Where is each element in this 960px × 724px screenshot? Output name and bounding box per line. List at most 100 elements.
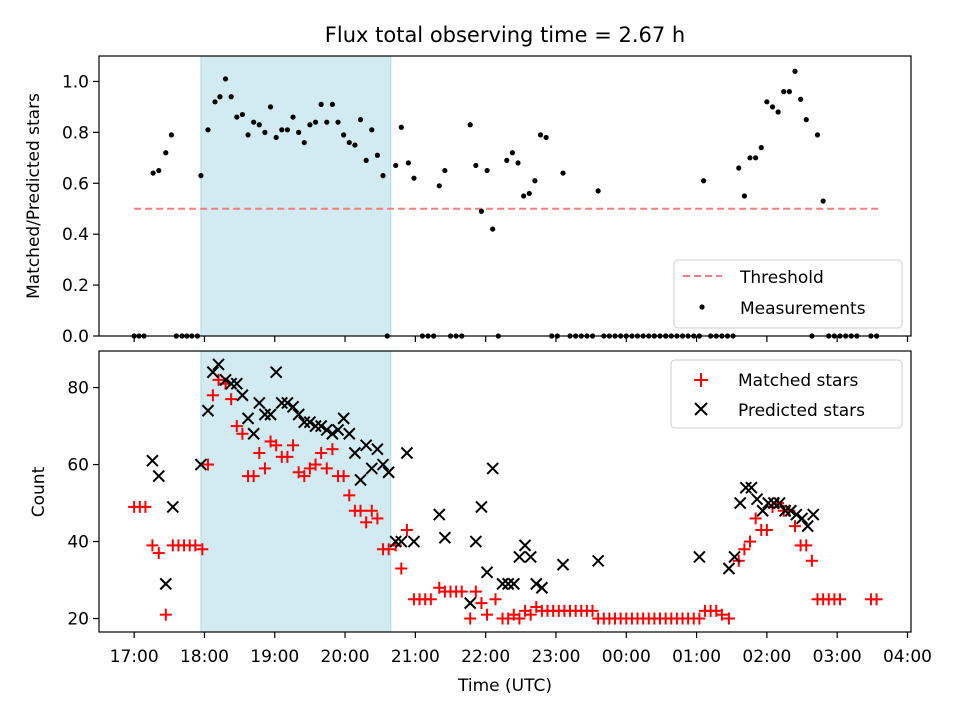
observing-span-highlight (200, 350, 392, 633)
measurement-point (820, 198, 826, 204)
predicted-star-point (524, 550, 537, 564)
measurement-point (398, 124, 404, 130)
legend-predicted-label: Predicted stars (738, 401, 865, 421)
predicted-star-point (376, 458, 390, 471)
measurement-point (442, 167, 448, 174)
matched-star-point (146, 539, 159, 552)
predicted-star-point (486, 462, 499, 475)
measurement-point (205, 127, 211, 133)
top-ytick-label: 0.8 (62, 123, 89, 143)
measurement-point (284, 127, 291, 133)
observing-span-highlight (200, 55, 392, 337)
predicted-star-point (591, 554, 605, 567)
predicted-star-point (739, 481, 752, 494)
matched-star-point (481, 608, 494, 621)
predicted-star-point (241, 412, 255, 425)
predicted-star-point (693, 550, 706, 564)
predicted-star-point (475, 500, 488, 514)
matched-star-point (139, 500, 152, 513)
bottom-ytick-label: 40 (67, 533, 89, 553)
bottom-panel: 20 40 60 80 17:00 18:00 19:00 20:00 21:00 22:00 2… (29, 350, 932, 696)
measurement-point (301, 139, 307, 146)
top-ytick-label: 0.4 (62, 225, 89, 245)
matched-star-point (805, 554, 818, 567)
bottom-ytick-label: 60 (67, 456, 89, 476)
top-ylabel: Matched/Predicted stars (24, 93, 44, 299)
measurement-point (490, 226, 496, 232)
bottom-panel-frame (98, 350, 912, 633)
matched-star-point (247, 470, 260, 483)
matched-star-point (455, 585, 468, 598)
legend-measurements-label: Measurements (740, 299, 866, 319)
xtick-label: 22:00 (461, 647, 510, 667)
predicted-star-point (762, 496, 775, 510)
matched-star-point (789, 520, 801, 533)
measurement-point (473, 162, 479, 169)
matched-star-point (870, 593, 883, 606)
measurement-point (324, 119, 330, 125)
measurement-point (814, 132, 821, 138)
predicted-star-point (807, 508, 820, 521)
predicted-star-point (365, 462, 378, 475)
measurement-point (156, 167, 162, 174)
matched-star-point (360, 516, 373, 529)
predicted-star-point (275, 396, 288, 410)
measurement-point (352, 142, 358, 148)
top-panel: 0.0 0.2 0.4 0.6 0.8 1.0 Matched/Predicted sta… (24, 55, 912, 347)
measurement-point (758, 145, 764, 151)
matched-star-point (400, 523, 413, 536)
predicted-star-point (518, 539, 532, 552)
xtick-label: 19:00 (250, 647, 299, 667)
predicted-star-point (733, 496, 747, 510)
measurement-point (405, 160, 411, 166)
matched-star-point (800, 539, 813, 552)
measurement-point (741, 193, 747, 199)
measurement-point (318, 101, 324, 107)
predicted-star-point (146, 454, 159, 467)
legend-threshold-label: Threshold (739, 268, 824, 288)
predicted-star-point (438, 531, 452, 544)
matched-star-point (281, 450, 294, 463)
xtick-label: 20:00 (321, 647, 370, 667)
xtick-label: 01:00 (672, 647, 721, 667)
predicted-star-point (722, 562, 736, 575)
matched-star-point (371, 512, 384, 525)
predicted-star-point (371, 442, 384, 456)
measurement-point (296, 129, 302, 135)
measurement-point (222, 76, 229, 82)
measurement-point (543, 134, 549, 141)
predicted-star-point (159, 577, 172, 591)
predicted-star-point (219, 373, 232, 387)
measurement-point (509, 150, 515, 156)
predicted-star-point (795, 512, 809, 525)
matched-star-point (722, 612, 735, 625)
matched-star-point (287, 439, 300, 452)
predicted-star-point (331, 423, 345, 437)
xtick-label: 23:00 (531, 647, 580, 667)
matched-star-point (365, 504, 378, 517)
predicted-star-point (269, 365, 283, 379)
matched-star-point (744, 535, 757, 548)
xtick-label: 00:00 (602, 647, 651, 667)
matched-star-point (212, 373, 225, 386)
measurement-point (262, 129, 268, 135)
measurement-point (363, 157, 369, 163)
predicted-star-point (756, 504, 769, 517)
measurement-point (736, 165, 742, 171)
measurement-point (168, 132, 175, 138)
predicted-star-point (728, 550, 741, 564)
matched-star-point (159, 608, 172, 621)
measurement-point (198, 173, 204, 179)
top-ytick-label: 1.0 (62, 72, 89, 92)
predicted-star-point (166, 500, 180, 514)
measurement-point (341, 132, 347, 138)
measurement-point (411, 175, 417, 181)
predicted-star-point (784, 504, 797, 517)
predicted-star-point (778, 504, 792, 517)
measurement-point (251, 119, 257, 125)
predicted-star-point (745, 481, 758, 494)
matched-star-point (225, 393, 238, 406)
measurement-point (346, 139, 352, 146)
predicted-star-point (348, 446, 362, 460)
